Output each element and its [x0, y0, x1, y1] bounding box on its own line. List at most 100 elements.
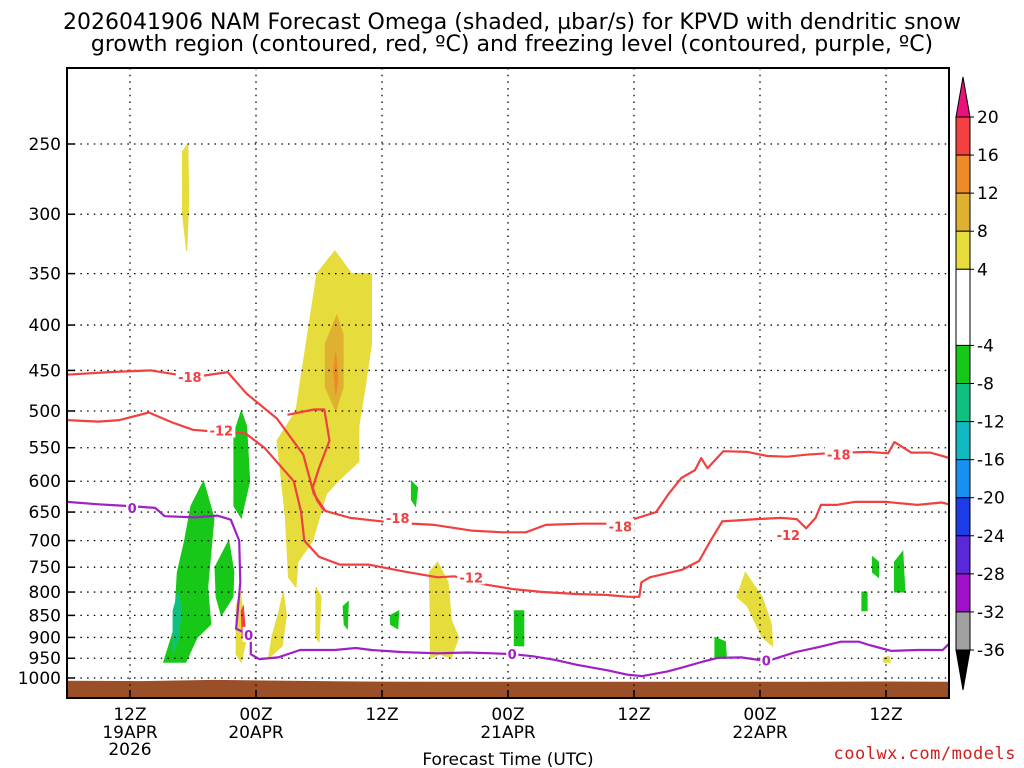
x-tick-sublabel: 21APR	[480, 723, 536, 743]
contour-label-bg	[207, 422, 236, 438]
x-tick-label: 12Z	[617, 705, 650, 725]
contour-label: -18	[178, 371, 202, 386]
colorbar-triangle-top	[955, 76, 971, 118]
y-tick-label: 950	[29, 649, 61, 669]
x-tick-sublabel: 20APR	[228, 723, 284, 743]
contour-label-bg	[175, 369, 204, 385]
y-tick-label: 900	[29, 628, 61, 648]
contour-label-bg	[242, 626, 255, 642]
omega-region-sinking-4	[214, 539, 235, 617]
colorbar-label: 8	[977, 222, 988, 242]
contour-label-bg	[506, 646, 519, 662]
omega-region-sinking-4	[893, 550, 906, 593]
omega-region-rising-4	[182, 142, 190, 251]
y-tick-label: 550	[29, 439, 61, 459]
colorbar-label: -32	[977, 603, 1005, 623]
omega-region-rising-4	[315, 586, 322, 644]
contour-label: 0	[128, 502, 137, 517]
colorbar-bin	[955, 154, 971, 194]
y-tick-label: 600	[29, 472, 61, 492]
surface-terrain	[67, 679, 949, 697]
y-tick-label: 300	[29, 205, 61, 225]
colorbar-bin	[955, 497, 971, 537]
x-axis-label: Forecast Time (UTC)	[422, 750, 593, 768]
contour-0-freezing-level	[66, 500, 950, 678]
omega-shading	[162, 142, 906, 664]
x-tick-sublabel: 22APR	[732, 723, 788, 743]
y-tick-label: 850	[29, 606, 61, 626]
contour-label: 0	[508, 648, 517, 663]
colorbar-bin	[955, 459, 971, 499]
x-tick-label: 12Z	[365, 705, 398, 725]
contour-minus12-dgz	[66, 411, 950, 598]
omega-region-rising-4	[276, 250, 372, 589]
omega-region-rising-4	[882, 655, 891, 663]
x-tick-label: 12Z	[113, 705, 146, 725]
contour-label-bg	[126, 499, 139, 515]
colorbar: 20 16 12 8 4 -4 -8 -12 -16 -20 -24 -28 -32 -36	[955, 76, 1005, 691]
colorbar-label: -24	[977, 527, 1005, 547]
colorbar-triangle-bottom	[955, 649, 971, 691]
contour-label-bg	[457, 569, 486, 585]
y-tick-label: 450	[29, 361, 61, 381]
colorbar-label: 20	[977, 108, 999, 128]
colorbar-bin	[955, 421, 971, 461]
contour-label: 0	[244, 629, 253, 644]
omega-region-sinking-4	[342, 600, 349, 631]
contour-label: -12	[210, 425, 234, 440]
x-tick-sublabel: 2026	[108, 740, 151, 760]
omega-region-sinking-4	[513, 610, 525, 647]
credit-text: coolwx.com/models	[833, 744, 1016, 764]
colorbar-bin	[955, 268, 971, 346]
contour-minus18-dgz	[66, 369, 950, 534]
x-tick-label: 12Z	[869, 705, 902, 725]
omega-region-sinking-4	[389, 609, 400, 630]
y-tick-label: 800	[29, 583, 61, 603]
grid-lines	[67, 68, 949, 698]
y-tick-label: 500	[29, 402, 61, 422]
colorbar-bin	[955, 611, 971, 651]
x-tick-label: 00Z	[491, 705, 524, 725]
colorbar-bin	[955, 383, 971, 423]
omega-region-sinking-8	[172, 591, 182, 655]
contour-label-bg	[824, 446, 853, 462]
contour-label: -18	[827, 449, 851, 464]
y-tick-label: 750	[29, 558, 61, 578]
colorbar-label: 12	[977, 184, 999, 204]
omega-region-sinking-4	[233, 409, 251, 520]
omega-region-sinking-4	[714, 636, 727, 659]
terrain-layer	[67, 679, 949, 697]
colorbar-label: 4	[977, 260, 988, 280]
contour-label-bg	[760, 652, 773, 668]
omega-region-sinking-4	[861, 591, 868, 612]
omega-region-sinking-4	[410, 479, 419, 508]
colorbar-bin	[955, 573, 971, 613]
contour-label: -12	[777, 529, 801, 544]
colorbar-label: -8	[977, 375, 994, 395]
contour-label-bg	[774, 527, 803, 543]
contour-minus18-dgz	[287, 408, 331, 512]
contour-label-bg	[383, 509, 412, 525]
chart-title-line-1: 2026041906 NAM Forecast Omega (shaded, µ…	[63, 10, 961, 35]
x-tick-sublabel: 19APR	[102, 723, 158, 743]
y-tick-label: 250	[29, 135, 61, 155]
y-axis: 2503003504004505005506006507007508008509…	[18, 135, 75, 689]
colorbar-label: -28	[977, 565, 1005, 585]
contour-label: -18	[386, 512, 410, 527]
colorbar-label: -4	[977, 336, 994, 356]
y-tick-label: 1000	[18, 669, 61, 689]
omega-region-rising-4	[736, 571, 774, 647]
y-tick-label: 400	[29, 316, 61, 336]
colorbar-bin	[955, 230, 971, 270]
colorbar-label: -12	[977, 413, 1005, 433]
contour-lines: -18 -18 -18 -18 -12 -12 -12 0 0 0 0	[66, 369, 950, 678]
contour-label: -18	[609, 521, 633, 536]
colorbar-bin	[955, 192, 971, 232]
omega-region-rising-12	[333, 352, 339, 396]
colorbar-label: -20	[977, 489, 1005, 509]
colorbar-bin	[955, 116, 971, 156]
contour-label: 0	[762, 654, 771, 669]
y-tick-label: 700	[29, 532, 61, 552]
